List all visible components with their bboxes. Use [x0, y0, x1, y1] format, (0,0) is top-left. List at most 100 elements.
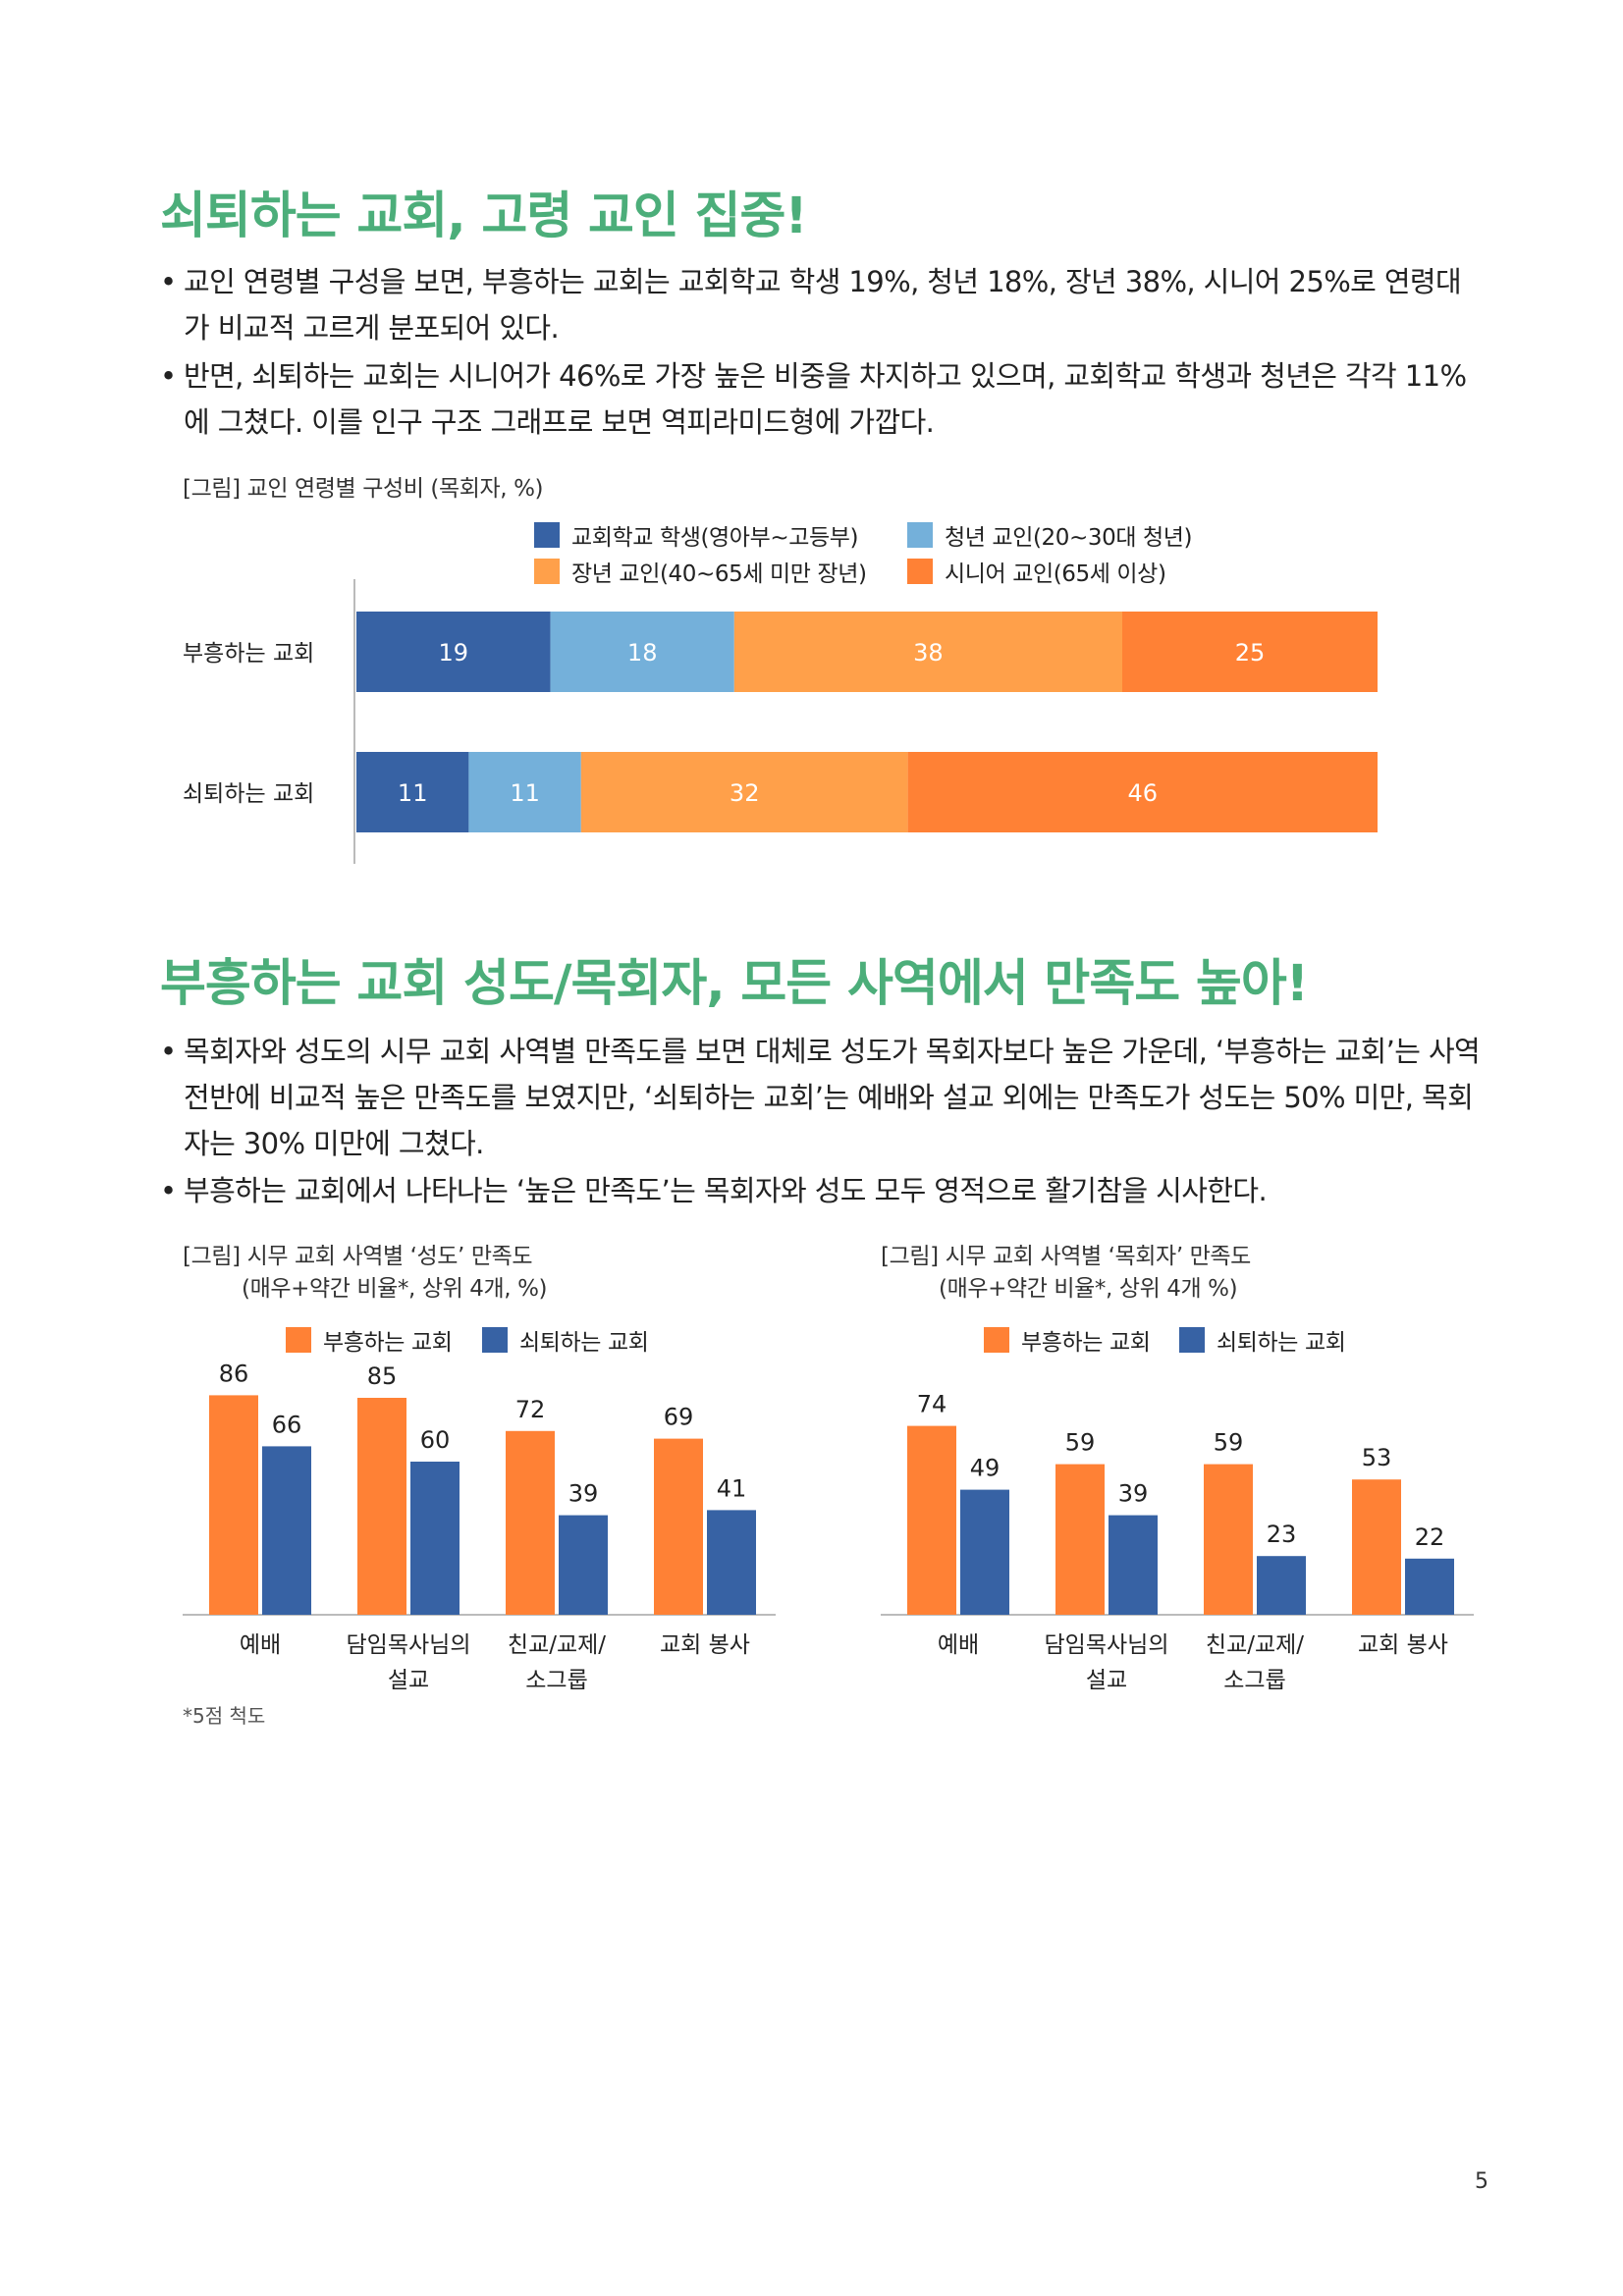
chart2-data-label: 72 — [515, 1396, 546, 1423]
chart1-bar-segment — [356, 752, 469, 832]
legend-label: 쇠퇴하는 교회 — [519, 1330, 649, 1356]
chart3-data-label: 59 — [1065, 1429, 1096, 1457]
chart1-bar-segment — [468, 752, 581, 832]
section2-bullet-2: • 부흥하는 교회에서 나타나는 ‘높은 만족도’는 목회자와 성도 모두 영적… — [160, 1168, 1486, 1214]
chart1-data-label: 38 — [913, 639, 944, 667]
chart3-bar — [960, 1489, 1009, 1615]
legend-label: 청년 교인(20~30대 청년) — [945, 525, 1193, 551]
chart1-data-label: 46 — [1128, 779, 1159, 807]
footnote: *5점 척도 — [183, 1704, 266, 1728]
chart2-data-label: 86 — [219, 1360, 249, 1387]
chart1-legend-item-3: 장년 교인(40~65세 미만 장년) — [534, 555, 867, 588]
chart3-data-label: 49 — [970, 1455, 1001, 1482]
section2-bullet-2-text: 부흥하는 교회에서 나타나는 ‘높은 만족도’는 목회자와 성도 모두 영적으로… — [184, 1174, 1268, 1207]
chart2-data-label: 85 — [367, 1362, 398, 1390]
chart3-data-label: 53 — [1362, 1444, 1392, 1471]
chart2-data-label: 69 — [664, 1404, 694, 1431]
chart3-category-label: 교회 봉사 — [1358, 1632, 1448, 1658]
bullet-dot: • — [160, 1174, 177, 1207]
chart2-bar — [262, 1446, 311, 1615]
section1-bullet-2-text: 반면, 쇠퇴하는 교회는 시니어가 46%로 가장 높은 비중을 차지하고 있으… — [184, 359, 1467, 439]
chart2-legend-item-1: 부흥하는 교회 — [286, 1323, 453, 1357]
chart1-bar-segment — [907, 752, 1378, 832]
chart1-bar-segment — [550, 612, 734, 692]
chart2-bar — [357, 1398, 406, 1615]
chart1-category-label: 쇠퇴하는 교회 — [183, 781, 314, 807]
chart2-bar — [707, 1510, 756, 1615]
chart1-bar-segment — [356, 612, 551, 692]
chart2-caption-line1: [그림] 시무 교회 사역별 ‘성도’ 만족도 — [183, 1244, 533, 1269]
chart2-bar — [559, 1515, 608, 1615]
chart1-data-label: 11 — [510, 779, 540, 807]
chart2-bar — [410, 1462, 460, 1615]
chart1-legend-item-1: 교회학교 학생(영아부~고등부) — [534, 518, 858, 552]
bullet-dot: • — [160, 359, 177, 393]
chart3-legend-item-1: 부흥하는 교회 — [984, 1323, 1151, 1357]
legend-swatch — [907, 559, 933, 584]
legend-swatch — [984, 1327, 1009, 1353]
legend-label: 쇠퇴하는 교회 — [1217, 1330, 1346, 1356]
chart3-data-label: 22 — [1415, 1523, 1445, 1551]
chart2-category-label: 교회 봉사 — [660, 1632, 750, 1658]
chart3-bar — [1257, 1556, 1306, 1615]
chart3-bar — [1055, 1464, 1105, 1615]
chart1-bar-segment — [580, 752, 908, 832]
chart1-bar-segment — [733, 612, 1122, 692]
chart3-category-label: 소그룹 — [1223, 1668, 1285, 1693]
chart3-bar — [907, 1425, 956, 1615]
section1-bullet-1: • 교인 연령별 구성을 보면, 부흥하는 교회는 교회학교 학생 19%, 청… — [160, 259, 1486, 351]
legend-swatch — [286, 1327, 311, 1353]
chart3-caption-line1: [그림] 시무 교회 사역별 ‘목회자’ 만족도 — [881, 1244, 1251, 1269]
chart3-data-label: 39 — [1118, 1480, 1149, 1508]
chart2-category-label: 예배 — [240, 1632, 281, 1658]
chart1-category-label: 부흥하는 교회 — [183, 641, 314, 667]
legend-label: 시니어 교인(65세 이상) — [945, 561, 1166, 587]
chart2-category-label: 친교/교제/ — [508, 1632, 606, 1658]
chart1-caption: [그림] 교인 연령별 구성비 (목회자, %) — [183, 476, 544, 502]
legend-swatch — [534, 559, 560, 584]
chart3-bar — [1405, 1558, 1454, 1615]
bullet-dot: • — [160, 265, 177, 298]
section2-heading: 부흥하는 교회 성도/목회자, 모든 사역에서 만족도 높아! — [160, 955, 1309, 1013]
chart3-category-label: 담임목사님의 — [1045, 1632, 1169, 1658]
bullet-dot: • — [160, 1035, 177, 1068]
chart2-data-label: 41 — [717, 1474, 747, 1502]
legend-label: 부흥하는 교회 — [323, 1330, 453, 1356]
chart3-category-label: 친교/교제/ — [1206, 1632, 1304, 1658]
legend-swatch — [482, 1327, 508, 1353]
chart1-legend-item-4: 시니어 교인(65세 이상) — [907, 555, 1166, 588]
chart2-data-label: 39 — [568, 1480, 599, 1508]
legend-swatch — [907, 522, 933, 548]
chart2-bar — [654, 1438, 703, 1615]
chart2-bar — [506, 1430, 555, 1615]
legend-label: 장년 교인(40~65세 미만 장년) — [571, 561, 867, 587]
chart1-data-label: 32 — [730, 779, 760, 807]
chart3-legend-item-2: 쇠퇴하는 교회 — [1179, 1323, 1346, 1357]
legend-swatch — [1179, 1327, 1205, 1353]
page-number: 5 — [1475, 2169, 1488, 2194]
chart1-data-label: 25 — [1235, 639, 1266, 667]
chart3-bar — [1204, 1464, 1253, 1615]
chart1-data-label: 18 — [627, 639, 658, 667]
chart2-bar — [209, 1395, 258, 1615]
chart3-caption-line2: (매우+약간 비율*, 상위 4개 %) — [939, 1276, 1238, 1302]
chart3-category-label: 설교 — [1086, 1668, 1127, 1693]
chart2-category-label: 소그룹 — [525, 1668, 587, 1693]
section1-heading: 쇠퇴하는 교회, 고령 교인 집중! — [160, 187, 808, 245]
chart2-data-label: 60 — [420, 1426, 451, 1454]
chart1-bar-segment — [1122, 612, 1378, 692]
chart2-legend-item-2: 쇠퇴하는 교회 — [482, 1323, 649, 1357]
chart2-category-label: 설교 — [388, 1668, 429, 1693]
section2-bullet-1-text: 목회자와 성도의 시무 교회 사역별 만족도를 보면 대체로 성도가 목회자보다… — [184, 1035, 1481, 1160]
section1-bullet-1-text: 교인 연령별 구성을 보면, 부흥하는 교회는 교회학교 학생 19%, 청년 … — [184, 265, 1462, 345]
chart3-bar — [1352, 1479, 1401, 1615]
section2-bullet-1: • 목회자와 성도의 시무 교회 사역별 만족도를 보면 대체로 성도가 목회자… — [160, 1029, 1486, 1167]
chart2-data-label: 66 — [272, 1411, 302, 1438]
chart3-data-label: 23 — [1267, 1521, 1297, 1548]
legend-swatch — [534, 522, 560, 548]
chart1-data-label: 11 — [398, 779, 428, 807]
chart2-category-label: 담임목사님의 — [347, 1632, 471, 1658]
legend-label: 부흥하는 교회 — [1021, 1330, 1151, 1356]
chart1-legend-item-2: 청년 교인(20~30대 청년) — [907, 518, 1192, 552]
chart3-category-label: 예배 — [938, 1632, 979, 1658]
